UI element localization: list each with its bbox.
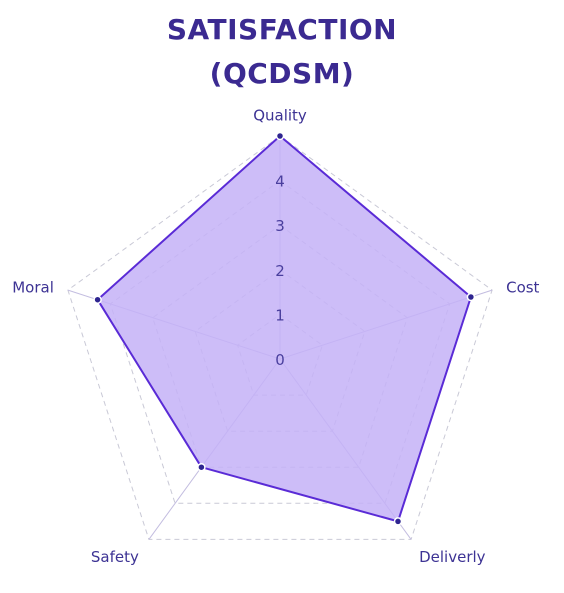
tick-label-1: 1: [275, 306, 285, 324]
data-point-cost[interactable]: [466, 292, 476, 302]
axis-label-quality: Quality: [253, 107, 307, 125]
radar-ticks: 0 1 2 3 4: [275, 173, 285, 369]
data-point-deliverly[interactable]: [393, 517, 403, 526]
radar-axis-labels: Quality Cost Deliverly Safety Moral: [12, 107, 539, 566]
data-point-quality[interactable]: [275, 131, 285, 141]
axis-label-moral: Moral: [12, 279, 54, 297]
tick-label-3: 3: [275, 217, 285, 235]
tick-label-0: 0: [275, 351, 285, 369]
chart-title: SATISFACTION (QCDSM): [0, 8, 564, 96]
data-point-moral[interactable]: [93, 295, 102, 304]
data-point-safety[interactable]: [197, 462, 206, 472]
chart-title-line-2: (QCDSM): [209, 57, 355, 90]
axis-label-cost: Cost: [506, 279, 539, 297]
grid-ring-5: [67, 135, 493, 540]
tick-label-2: 2: [275, 262, 285, 280]
axis-label-safety: Safety: [91, 548, 139, 566]
axis-label-deliverly: Deliverly: [419, 548, 486, 566]
tick-label-4: 4: [275, 173, 285, 191]
radar-series: [93, 131, 476, 526]
series-area-0: [96, 135, 472, 523]
chart-title-line-1: SATISFACTION: [166, 13, 398, 46]
